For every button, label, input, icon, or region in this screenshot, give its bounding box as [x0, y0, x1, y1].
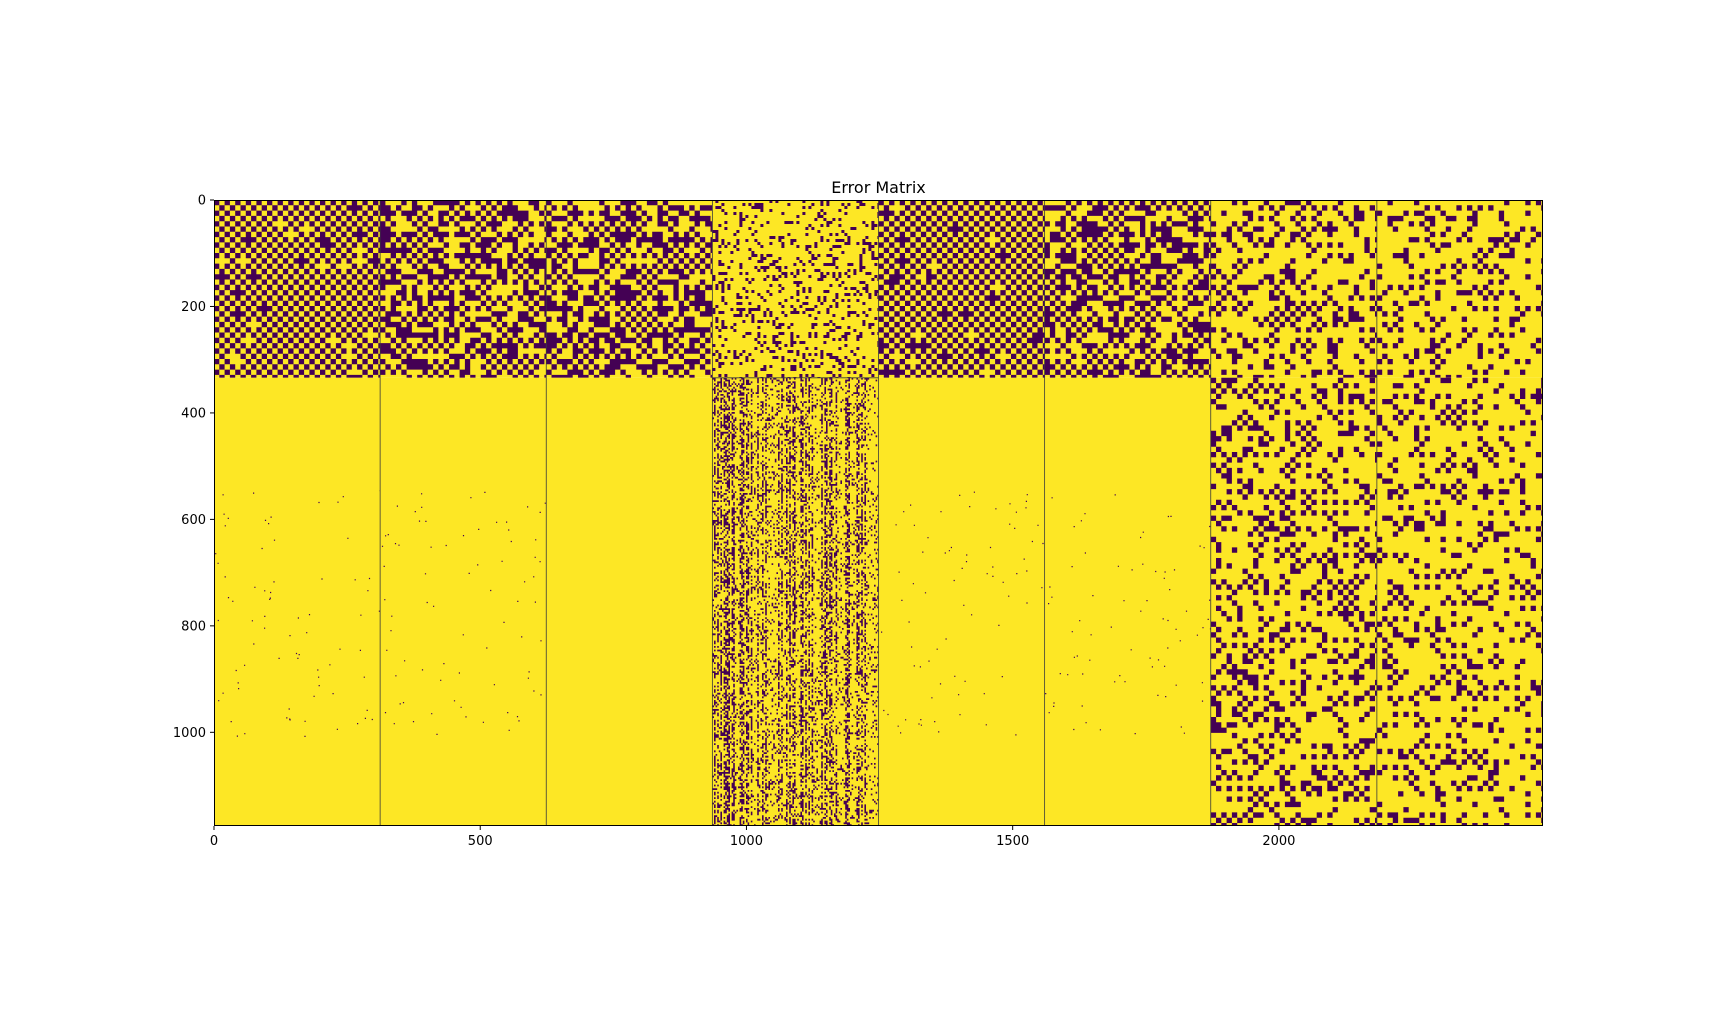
y-tick-label: 200	[181, 300, 206, 315]
heatmap-image	[214, 200, 1543, 826]
heatmap-region-background	[1376, 377, 1543, 826]
chart-title: Error Matrix	[831, 178, 925, 197]
heatmap-region-lower-2	[380, 377, 547, 826]
error-cells	[712, 377, 879, 826]
error-cells	[1210, 377, 1377, 826]
error-cells	[1376, 377, 1543, 826]
heatmap-region-lower-1	[214, 377, 381, 826]
heatmap-region-lower-5	[878, 377, 1045, 826]
x-axis: 0 500 1000 1500 2000	[210, 826, 1295, 849]
heatmap-region-upper-4	[712, 200, 881, 380]
error-cells	[712, 200, 881, 380]
heatmap-region-upper-3	[546, 200, 713, 378]
heatmap-region-lower-3	[546, 377, 713, 826]
error-cells	[1376, 200, 1543, 378]
heatmap-region-upper-1	[214, 200, 381, 378]
heatmap-region-upper-8	[1376, 200, 1543, 378]
error-cells	[1044, 200, 1211, 378]
heatmap-region-upper-6	[1044, 200, 1211, 378]
heatmap-region-lower-6	[1044, 377, 1212, 826]
heatmap-region-upper-5	[878, 200, 1045, 378]
error-cells	[546, 200, 713, 378]
x-tick-label: 500	[468, 834, 493, 849]
error-cells	[214, 200, 381, 378]
heatmap-region-background	[546, 377, 713, 826]
y-tick-label: 800	[181, 619, 206, 634]
heatmap-region-lower-7	[1210, 377, 1377, 826]
x-tick-label: 2000	[1262, 834, 1295, 849]
heatmap-region-background	[1044, 377, 1211, 826]
plot-frame	[214, 200, 1543, 826]
heatmap-region-background	[878, 377, 1045, 826]
heatmap-region-lower-4	[712, 377, 879, 826]
heatmap-region-background	[214, 377, 381, 826]
heatmap-region-upper-2	[380, 200, 547, 378]
block-dividers	[379, 200, 1378, 826]
y-axis: 0 200 400 600 800 1000	[173, 194, 214, 741]
error-cells	[1210, 200, 1377, 378]
error-cells	[380, 200, 547, 378]
y-tick-label: 1000	[173, 726, 206, 741]
x-tick-label: 0	[210, 834, 218, 849]
heatmap-region-background	[380, 377, 547, 826]
x-tick-label: 1500	[996, 834, 1029, 849]
heatmap-region-lower-8	[1376, 377, 1543, 826]
heatmap-region-upper-7	[1210, 200, 1377, 378]
y-tick-label: 600	[181, 513, 206, 528]
error-cells	[878, 200, 1045, 378]
x-tick-label: 1000	[730, 834, 763, 849]
y-tick-label: 400	[181, 406, 206, 421]
y-tick-label: 0	[198, 194, 206, 209]
